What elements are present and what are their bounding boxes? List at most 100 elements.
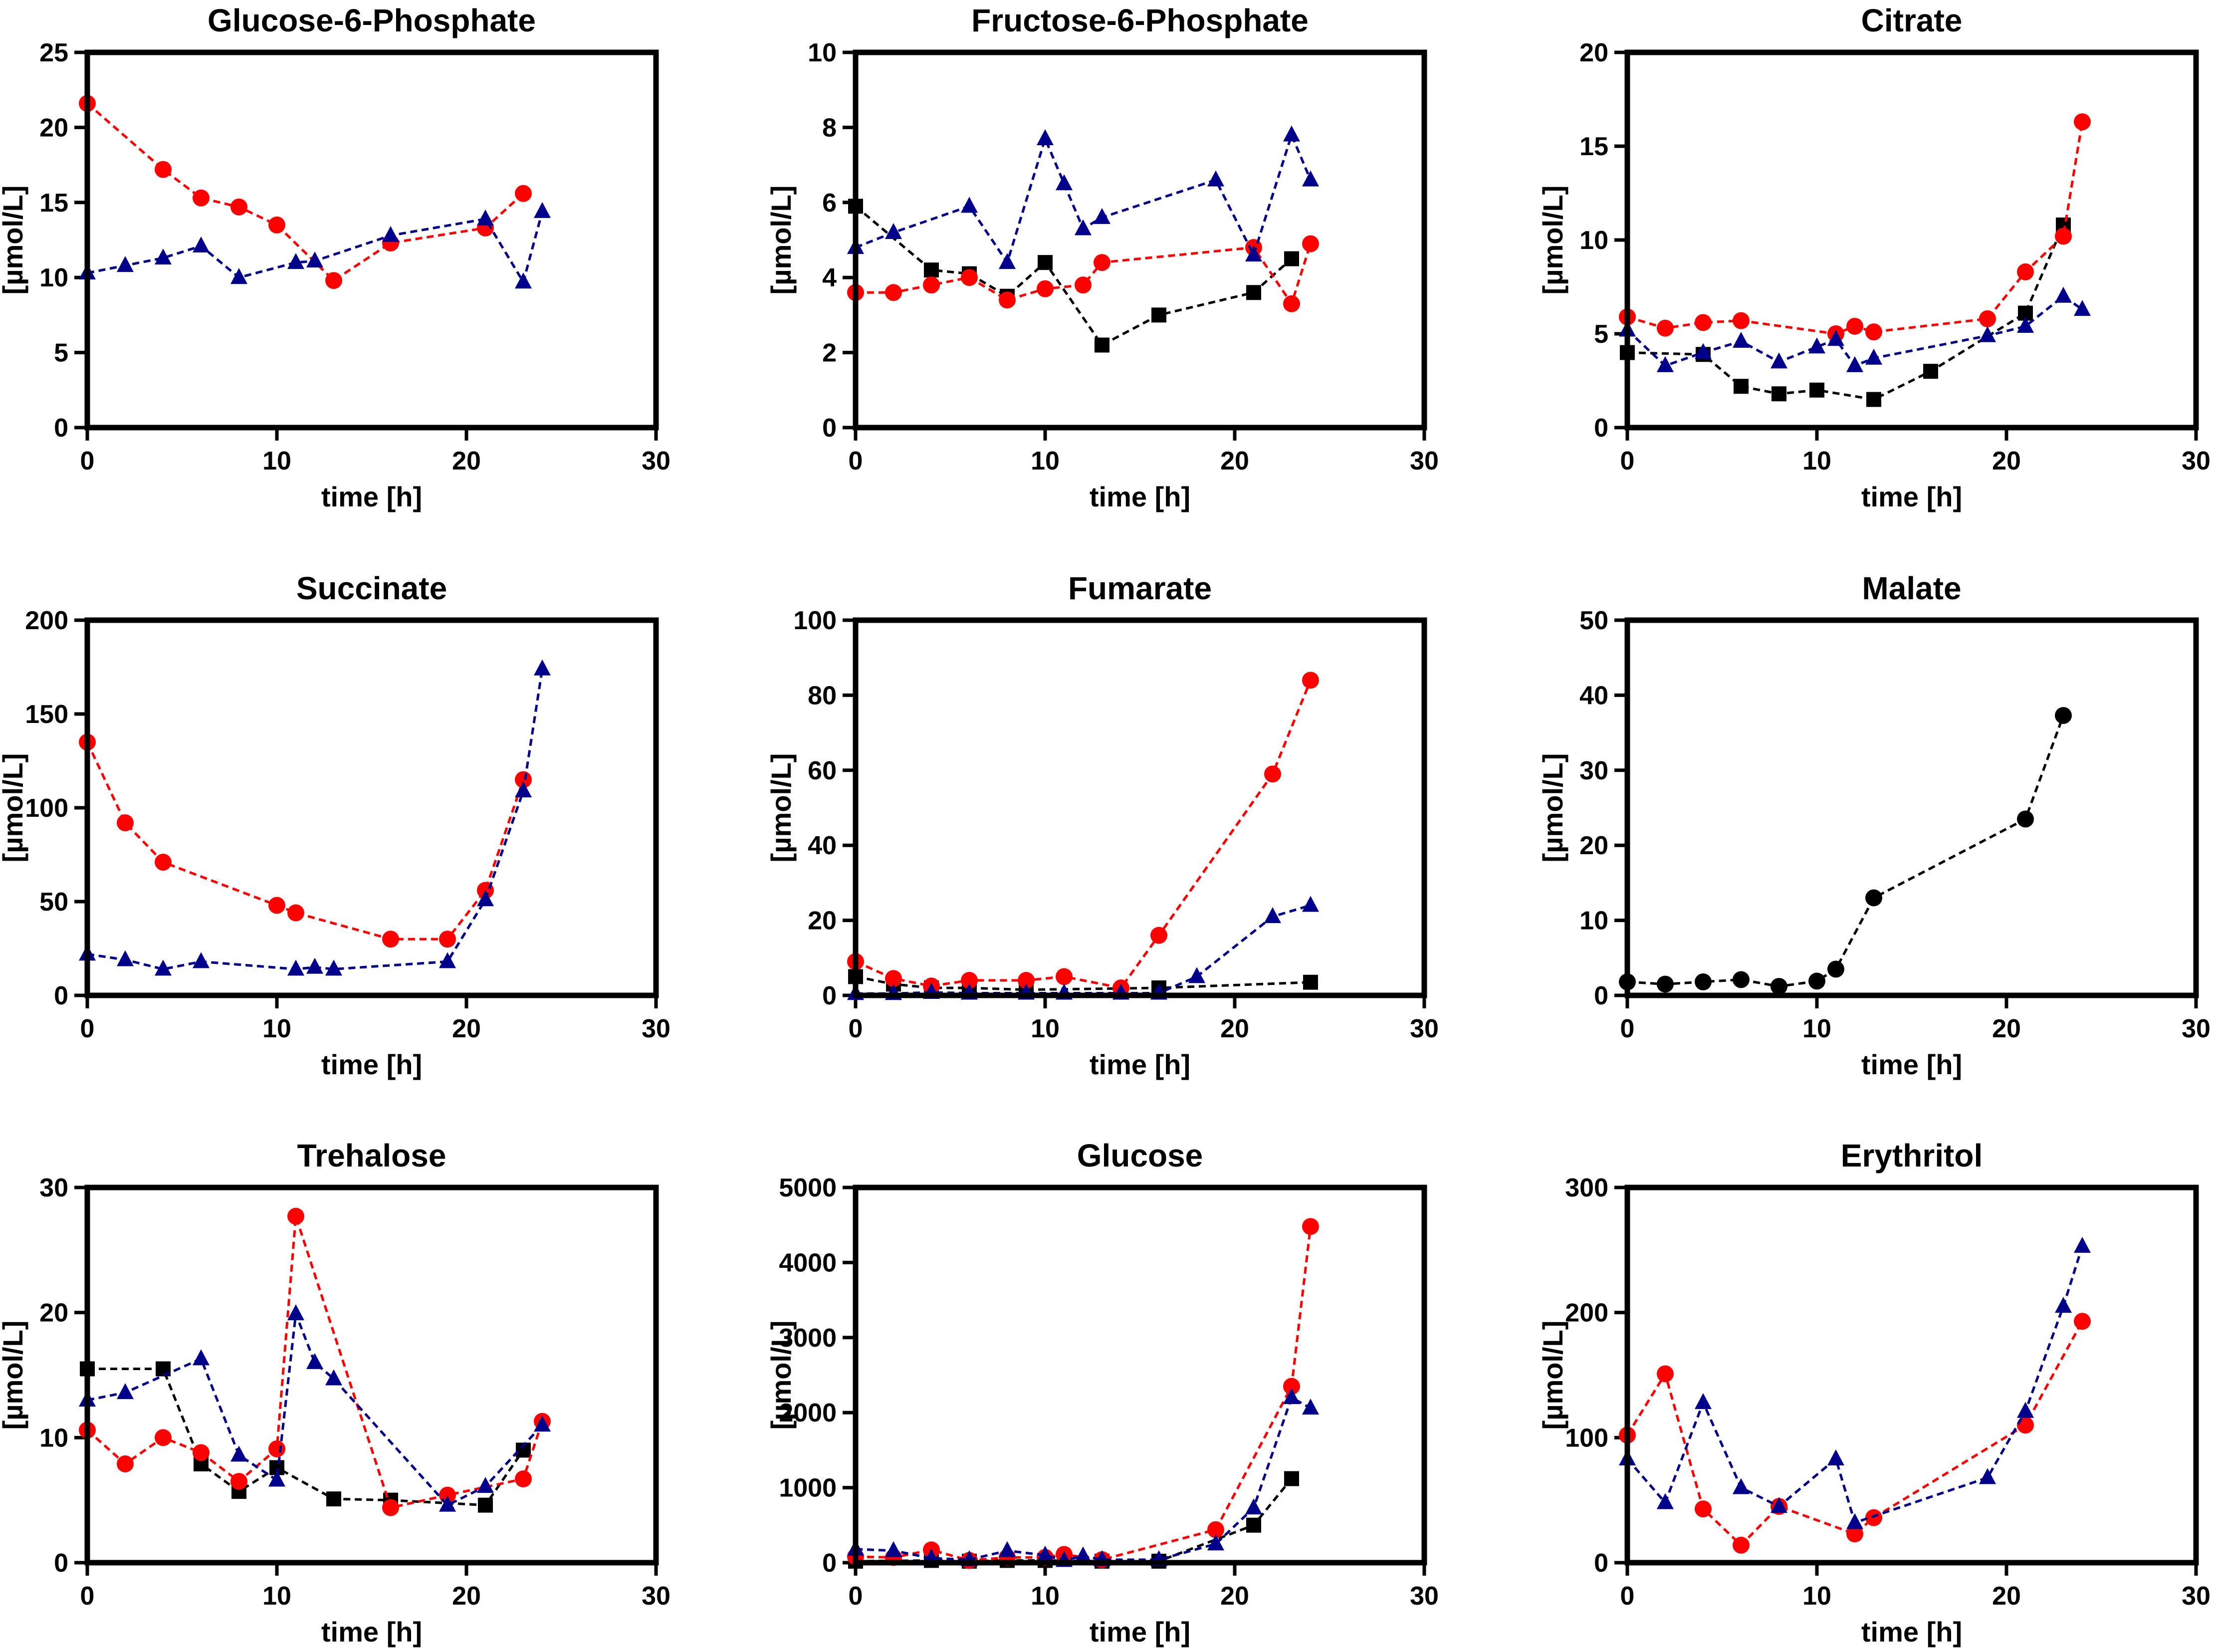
data-point — [1979, 1468, 1996, 1484]
y-tick-label: 0 — [1594, 414, 1608, 443]
series-red-circles — [79, 733, 532, 948]
x-axis-label: time [h] — [1090, 1616, 1190, 1648]
data-point — [306, 1353, 323, 1369]
data-point — [1284, 1471, 1299, 1486]
data-point — [230, 198, 247, 216]
x-tick-label: 30 — [642, 1582, 670, 1611]
data-point — [2017, 810, 2034, 828]
data-point — [1302, 235, 1319, 252]
data-point — [477, 1477, 494, 1493]
data-point — [885, 284, 902, 301]
data-point — [1979, 326, 1996, 342]
plot-frame — [1624, 617, 2199, 998]
y-tick-label: 40 — [1579, 681, 1608, 710]
x-tick-label: 10 — [262, 447, 291, 475]
data-point — [515, 272, 532, 289]
data-point — [439, 931, 456, 948]
data-point — [1245, 245, 1262, 262]
data-point — [1302, 672, 1319, 689]
y-tick-label: 30 — [39, 1174, 68, 1202]
y-tick-label: 30 — [1579, 756, 1608, 785]
x-tick-label: 20 — [452, 1014, 481, 1043]
data-point — [1979, 310, 1996, 327]
data-point — [1094, 208, 1110, 224]
plot-frame — [853, 1184, 1427, 1566]
data-point — [230, 268, 247, 284]
series-black-circles — [1619, 707, 2072, 995]
data-point — [325, 1369, 342, 1386]
series-blue-triangles — [79, 202, 551, 289]
data-point — [155, 959, 172, 976]
data-point — [268, 897, 285, 914]
x-tick-label: 0 — [80, 447, 95, 475]
series-blue-triangles — [847, 125, 1319, 269]
data-point — [117, 950, 134, 966]
y-tick-label: 20 — [1579, 831, 1608, 860]
plot-frame — [853, 49, 1427, 431]
data-point — [2074, 1236, 2091, 1253]
x-tick-label: 10 — [1802, 447, 1831, 475]
data-point — [117, 1455, 134, 1472]
series-blue-triangles — [79, 659, 551, 976]
y-tick-label: 60 — [808, 756, 837, 785]
plot-frame — [1624, 1184, 2199, 1566]
y-tick-label: 10 — [39, 263, 68, 292]
series-line — [1626, 1320, 2084, 1547]
panel-trehalose: Trehalose 0 10 20 30 0 10 20 30 time [h] [µmol/L] — [0, 1138, 670, 1648]
x-axis-label: time [h] — [1861, 1049, 1962, 1080]
panel-glucose: Glucose 0 1000 2000 3000 4000 5000 0 10 20 30 time … — [765, 1138, 1439, 1648]
data-point — [2074, 300, 2091, 316]
data-point — [155, 1429, 172, 1446]
data-point — [1246, 1517, 1261, 1533]
data-point — [1303, 974, 1318, 990]
x-axis-label: time [h] — [1090, 1049, 1190, 1080]
data-point — [1695, 973, 1712, 990]
y-tick-label: 200 — [1565, 1299, 1608, 1328]
data-point — [325, 959, 342, 976]
y-tick-label: 4000 — [779, 1248, 837, 1277]
data-point — [1037, 1545, 1054, 1562]
y-tick-label: 5 — [1594, 320, 1608, 349]
data-point — [1207, 170, 1224, 187]
data-point — [1865, 889, 1882, 907]
data-point — [1657, 1365, 1674, 1383]
data-point — [287, 1207, 304, 1225]
series-line — [855, 131, 1312, 265]
y-tick-label: 0 — [1594, 1549, 1608, 1578]
series-blue-triangles — [847, 1388, 1319, 1567]
data-point — [1283, 1388, 1300, 1405]
data-point — [1245, 1498, 1262, 1515]
y-tick-label: 15 — [39, 189, 68, 218]
y-tick-label: 25 — [39, 38, 68, 67]
data-point — [193, 189, 210, 207]
data-point — [1808, 337, 1825, 354]
series-red-circles — [79, 95, 532, 289]
data-point — [534, 659, 551, 676]
data-point — [268, 1440, 285, 1457]
panel-fumarate: Fumarate 0 20 40 60 80 100 0 10 20 30 time [h] [µmol… — [765, 570, 1439, 1080]
x-tick-label: 10 — [1031, 447, 1060, 475]
y-tick-label: 0 — [54, 414, 68, 443]
data-point — [999, 291, 1016, 309]
y-tick-label: 100 — [25, 794, 68, 823]
panel-erythritol: Erythritol 0 100 200 300 0 10 20 30 time [h] [µmol… — [1537, 1138, 2211, 1648]
series-line — [855, 205, 1293, 347]
data-point — [326, 1491, 341, 1507]
x-tick-label: 20 — [1220, 1582, 1249, 1611]
y-tick-label: 10 — [1579, 907, 1608, 936]
data-point — [287, 959, 304, 976]
data-point — [1151, 307, 1166, 323]
data-point — [1695, 1393, 1712, 1410]
y-tick-label: 0 — [822, 414, 837, 443]
plot-frame — [84, 49, 659, 431]
data-point — [2055, 707, 2072, 724]
data-point — [1095, 337, 1109, 353]
y-axis-label: [µmol/L] — [0, 753, 28, 863]
data-point — [515, 781, 532, 798]
y-axis-label: [µmol/L] — [765, 1321, 797, 1430]
data-point — [1827, 1449, 1844, 1465]
data-point — [2017, 1416, 2034, 1434]
data-point — [1056, 174, 1073, 191]
y-axis-label: [µmol/L] — [1537, 186, 1568, 295]
data-point — [1283, 295, 1300, 312]
